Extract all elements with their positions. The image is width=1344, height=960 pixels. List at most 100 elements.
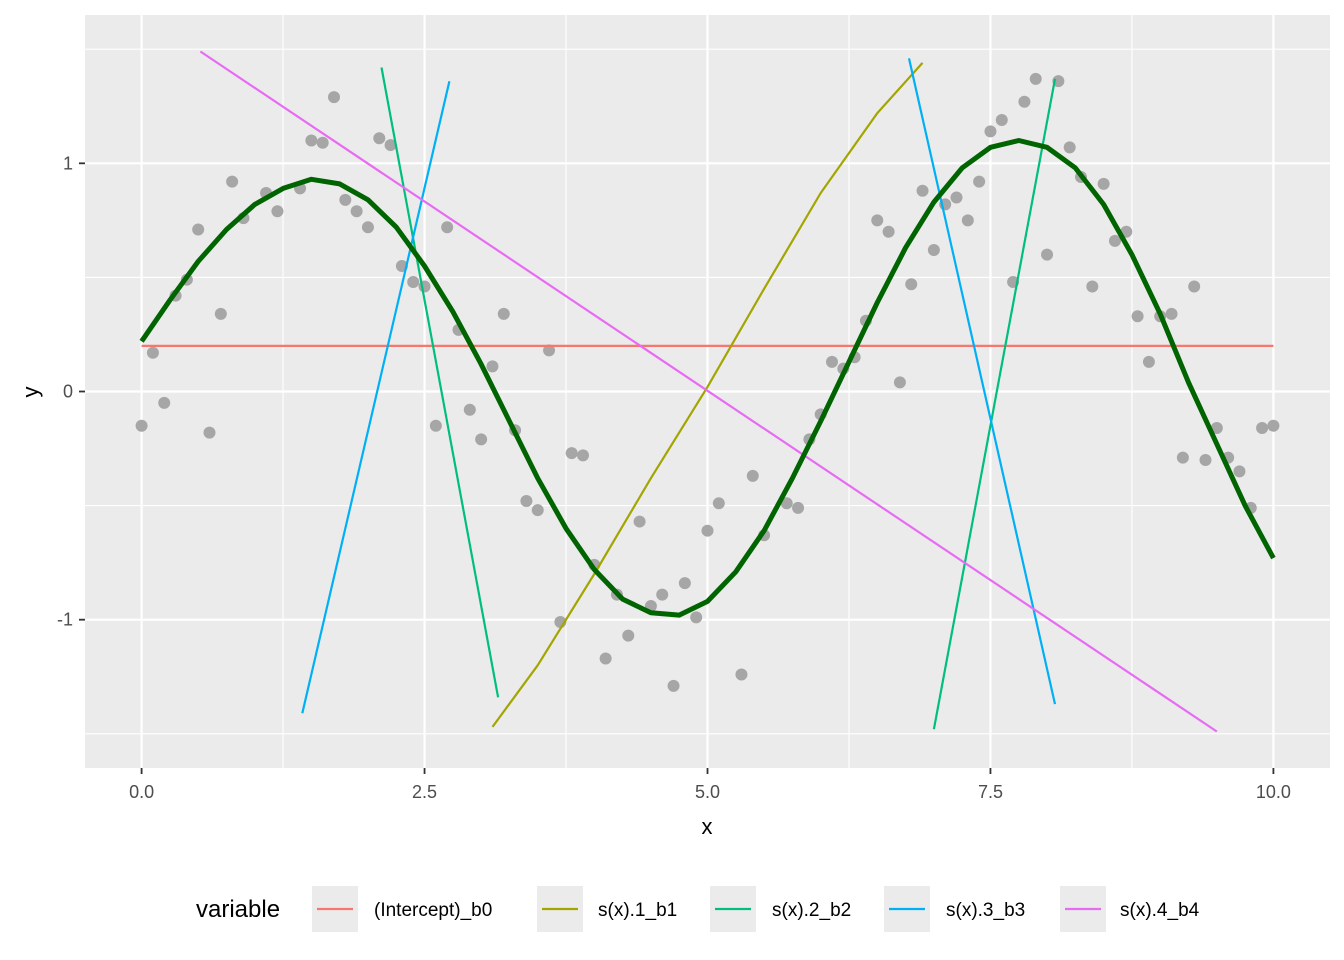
x-tick-label: 0.0: [129, 782, 154, 802]
data-point: [780, 497, 793, 510]
data-point: [577, 449, 589, 462]
data-point: [690, 611, 703, 624]
x-tick-label: 5.0: [695, 782, 720, 802]
data-point: [146, 346, 159, 359]
data-point: [1029, 72, 1042, 85]
data-point: [475, 433, 488, 446]
fitted-curve-path: [139, 138, 1276, 618]
data-point: [531, 504, 544, 517]
series-line-2: [932, 78, 1057, 730]
data-point: [826, 355, 838, 368]
component-lines: [141, 50, 1274, 733]
series-line-1: [491, 62, 924, 728]
data-point: [520, 495, 533, 508]
data-point: [984, 125, 997, 138]
data-point: [1063, 141, 1076, 154]
legend-label: s(x).3_b3: [946, 900, 1025, 921]
x-tick-label: 7.5: [978, 782, 1003, 802]
data-point: [1142, 355, 1155, 368]
data-point: [361, 221, 374, 234]
data-point: [905, 278, 918, 291]
data-point: [463, 403, 476, 416]
data-point: [712, 497, 725, 510]
data-point: [973, 175, 986, 188]
data-point: [328, 91, 340, 104]
data-point: [667, 679, 680, 692]
data-point: [373, 132, 386, 145]
data-point: [214, 307, 227, 320]
series-line-3: [301, 80, 451, 714]
data-point: [792, 501, 805, 514]
legend-title: variable: [196, 896, 280, 923]
data-point: [1176, 451, 1189, 464]
data-point: [429, 419, 442, 432]
data-point: [271, 205, 284, 218]
data-point: [203, 426, 216, 439]
data-point: [961, 214, 974, 227]
data-point: [1165, 307, 1178, 320]
data-point: [746, 469, 759, 482]
fitted-curve: [139, 138, 1276, 618]
data-point: [135, 419, 148, 432]
data-point: [1097, 177, 1110, 190]
data-point: [486, 360, 499, 373]
data-point: [1052, 75, 1065, 88]
data-point: [316, 136, 329, 149]
data-point: [735, 668, 748, 681]
data-point: [1256, 422, 1269, 435]
x-tick-label: 10.0: [1256, 782, 1291, 802]
data-point: [1131, 310, 1144, 323]
data-point: [1108, 234, 1121, 247]
series-line-4: [199, 50, 1218, 733]
y-tick-label: 0: [63, 382, 73, 402]
data-point: [916, 184, 929, 197]
series-line-3: [907, 58, 1057, 705]
data-point: [1233, 465, 1246, 478]
data-point: [633, 515, 646, 528]
x-tick-label: 2.5: [412, 782, 437, 802]
data-point: [622, 629, 635, 642]
data-point: [543, 344, 556, 357]
data-point: [1210, 422, 1223, 435]
x-axis-title: x: [702, 814, 713, 839]
data-point: [565, 447, 578, 460]
data-point: [384, 139, 397, 152]
legend-label: s(x).4_b4: [1120, 900, 1200, 921]
data-point: [497, 307, 510, 320]
y-axis: -1 0 1: [57, 153, 85, 630]
y-axis-title: y: [18, 387, 43, 398]
x-axis: 0.0 2.5 5.0 7.5 10.0: [129, 768, 1291, 802]
data-point: [339, 193, 352, 206]
data-point: [1041, 248, 1054, 261]
data-point: [701, 524, 714, 537]
data-point: [893, 376, 906, 389]
legend-label: s(x).1_b1: [598, 900, 677, 921]
data-point: [882, 225, 895, 238]
data-point: [678, 577, 691, 590]
data-point: [1018, 95, 1031, 108]
data-point: [1086, 280, 1099, 293]
data-point: [995, 113, 1008, 126]
data-point: [350, 205, 363, 218]
y-tick-label: 1: [63, 153, 73, 173]
series-line-2: [380, 67, 500, 698]
data-point: [441, 221, 454, 234]
data-point: [1267, 419, 1280, 432]
data-point: [1188, 280, 1201, 293]
data-point: [656, 588, 669, 601]
data-point: [407, 275, 420, 288]
data-point: [305, 134, 318, 147]
data-point: [226, 175, 239, 188]
legend: variable (Intercept)_b0 s(x).1_b1 s(x).2_b…: [196, 886, 1200, 932]
y-tick-label: -1: [57, 610, 73, 630]
data-point: [871, 214, 884, 227]
data-point: [1199, 453, 1212, 466]
data-point: [950, 191, 963, 204]
legend-label: (Intercept)_b0: [374, 900, 492, 921]
data-point: [192, 223, 205, 236]
data-point: [158, 396, 171, 409]
data-point: [599, 652, 612, 665]
data-point: [927, 244, 940, 257]
legend-label: s(x).2_b2: [772, 900, 851, 921]
